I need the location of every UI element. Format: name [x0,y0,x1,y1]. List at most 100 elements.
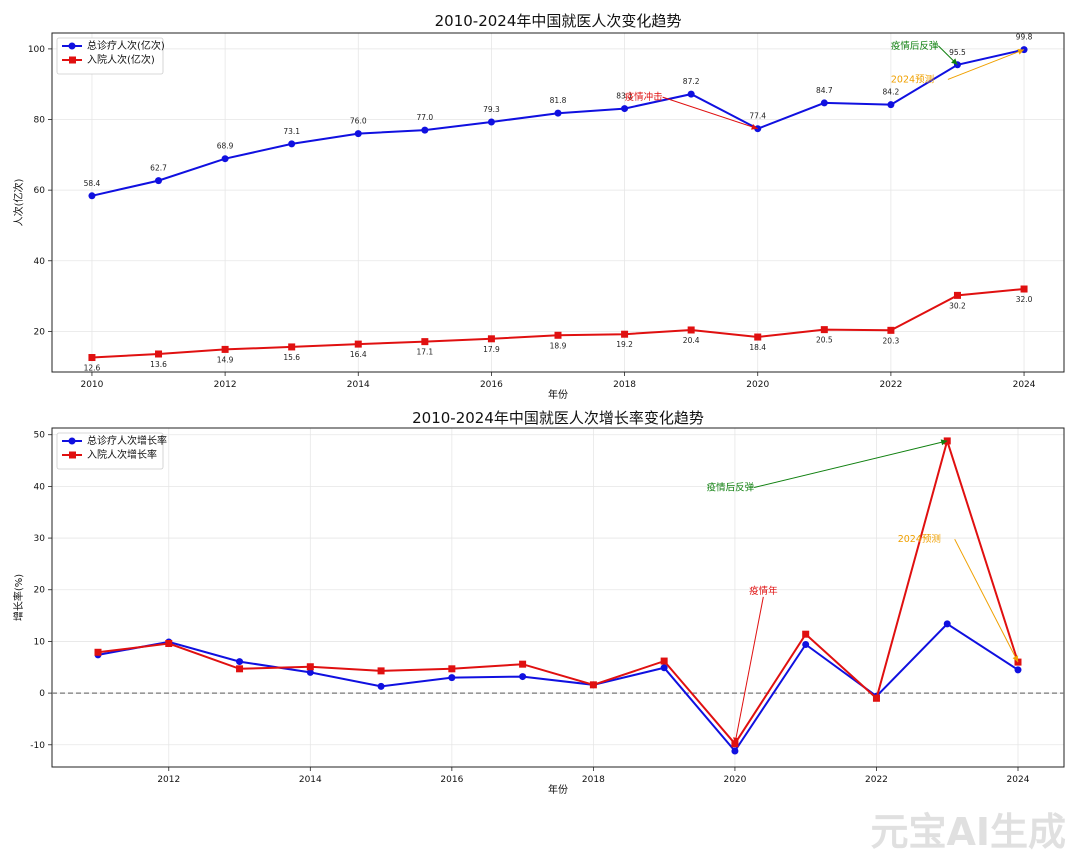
data-label: 32.0 [1016,295,1033,304]
series-0-point [354,130,362,138]
annotation-arrow [662,96,758,130]
legend-label: 总诊疗人次(亿次) [87,39,165,52]
chart-bottom-xlabel: 年份 [548,783,568,796]
series-1-point [354,340,362,348]
series-0-point [621,105,629,113]
annotation-arrow [753,440,948,489]
x-tick-label: 2022 [879,380,902,390]
data-label: 84.2 [883,88,900,97]
data-label: 73.1 [283,127,300,136]
series-0-point [1014,666,1022,674]
series-0-point [820,99,828,107]
y-tick-label: 20 [34,327,46,337]
data-label: 12.6 [84,364,101,373]
data-label: 20.3 [883,336,900,345]
data-label: 99.8 [1016,33,1033,42]
series-1-point [288,343,296,351]
data-label: 30.2 [949,301,966,310]
annotation-arrow [947,49,1025,80]
x-tick-label: 2012 [157,775,180,785]
data-label: 79.3 [483,105,500,114]
y-tick-label: 20 [34,586,46,596]
chart-bottom-frame [51,427,1065,768]
series-1-point [221,345,229,353]
chart-bottom-ticks: 2012 2014 2016 2018 2020 2022 2024 -10 0 10 20 30 40… [30,431,1029,785]
x-tick-label: 2024 [1013,380,1036,390]
annotation-text: 2024预测 [898,534,941,545]
legend-marker [69,56,76,64]
data-label: 84.7 [816,86,833,95]
series-line-0 [91,48,1025,197]
chart-top: 2010-2024年中国就医人次变化趋势 2010 2012 2014 2016 201… [12,12,1065,401]
x-tick-label: 2018 [582,775,605,785]
legend-box [56,432,164,470]
chart-bottom-ylabel: 增长率(%) [12,574,25,621]
y-tick-label: 60 [34,186,46,196]
data-label: 18.4 [749,343,766,352]
y-tick-label: 100 [28,45,45,55]
annotation-arrow [954,538,1019,663]
y-tick-label: 10 [34,637,46,647]
data-label: 83.1 [616,92,633,101]
series-0-point [487,118,495,126]
chart-top-grid [52,33,1064,372]
series-1-point [519,660,527,668]
series-1-point [1020,285,1028,293]
annotation-arrowhead [951,58,958,65]
data-label: 87.2 [683,77,700,86]
y-tick-label: 50 [34,431,46,441]
series-1-point [448,665,456,673]
data-label: 62.7 [150,164,167,173]
series-0-point [306,668,314,676]
data-label: 95.5 [949,48,966,57]
watermark-logo: 元宝AI生成 [870,810,1066,854]
annotation-arrowhead [733,737,740,744]
chart-bottom: 2010-2024年中国就医人次增长率变化趋势 2012 2014 2016 2018… [12,409,1065,796]
series-0-point [660,664,668,672]
data-label: 16.4 [350,350,367,359]
data-label: 68.9 [217,142,234,151]
data-label: 76.0 [350,117,367,126]
series-1-point [953,291,961,299]
data-label: 18.9 [550,341,567,350]
data-label: 17.9 [483,345,500,354]
x-tick-label: 2024 [1007,775,1030,785]
legend-marker [68,437,76,445]
annotation-text: 2024预测 [891,74,934,85]
series-1-point [554,331,562,339]
series-0-point [288,140,296,148]
series-1-point [88,354,96,362]
chart-top-ticks: 2010 2012 2014 2016 2018 2020 2022 2024 20 40 60 80… [28,45,1036,390]
series-1-point [872,694,880,702]
series-1-point [236,665,244,673]
chart-top-frame [51,32,1065,373]
x-tick-label: 2020 [723,775,746,785]
annotation-text: 疫情年 [749,585,778,597]
data-label: 81.8 [550,96,567,105]
chart-top-title: 2010-2024年中国就医人次变化趋势 [435,12,682,30]
legend-marker [69,451,76,459]
chart-top-series: 58.4 62.7 68.9 73.1 76.0 77.0 79.3 81.8 83.1 87.2… [84,33,1033,373]
series-1-point [802,630,810,638]
chart-bottom-series [52,437,1064,755]
x-tick-label: 2018 [613,380,636,390]
series-0-point [802,641,810,649]
legend-box [56,37,164,75]
series-1-point [754,333,762,341]
series-1-point [687,326,695,334]
series-1-point [487,335,495,343]
data-label: 14.9 [217,355,234,364]
series-1-point [820,326,828,334]
series-0-point [421,126,429,134]
series-0-point [554,109,562,117]
chart-top-annotations: 疫情冲击 疫情后反弹 2024预测 [625,40,1025,130]
series-0-point [236,658,244,666]
x-tick-label: 2012 [214,380,237,390]
data-label: 20.4 [683,336,700,345]
series-0-point [943,620,951,628]
series-0-point [731,747,739,755]
data-label: 19.2 [616,340,633,349]
series-1-point [887,326,895,334]
